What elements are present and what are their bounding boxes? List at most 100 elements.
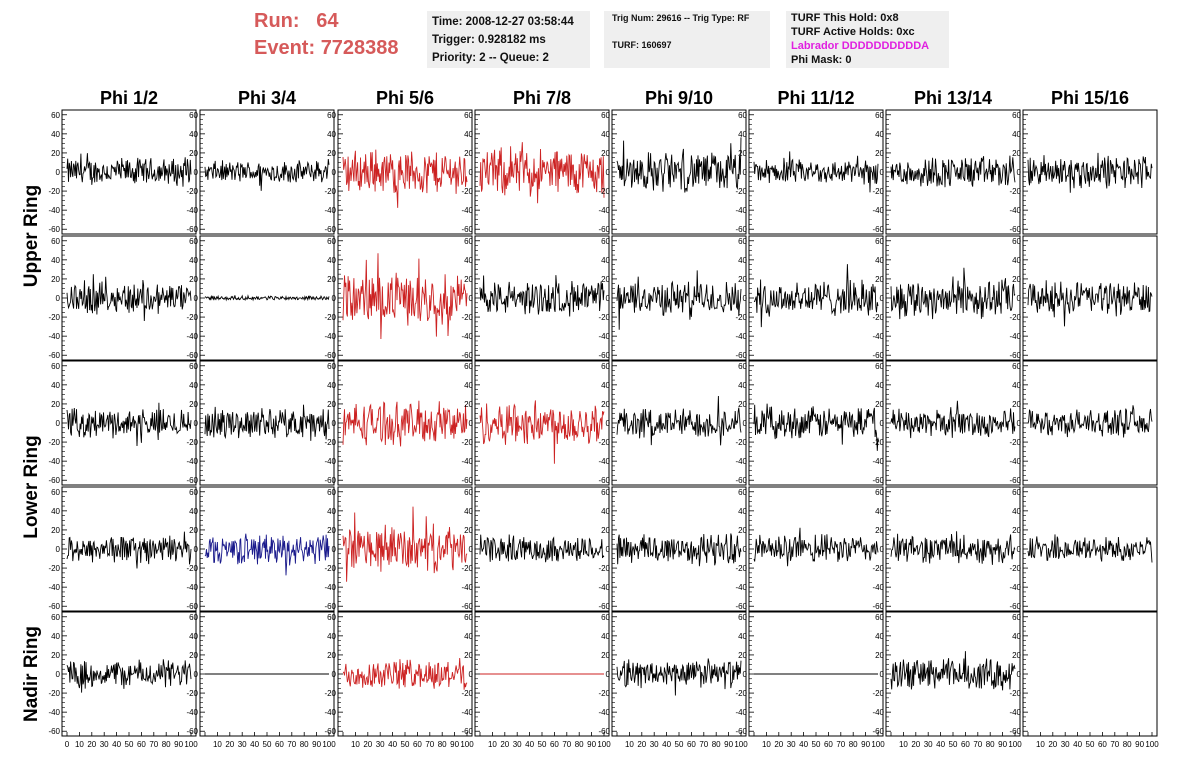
y-tick-label: -60 xyxy=(461,476,473,485)
y-tick-label: -20 xyxy=(1009,438,1021,447)
run-event-info: Run: 64 Event: 7728388 xyxy=(254,8,399,62)
y-tick-label: 60 xyxy=(189,111,198,120)
y-tick-label: 0 xyxy=(1017,545,1022,554)
y-tick-label: -20 xyxy=(324,689,336,698)
y-tick-label: -40 xyxy=(1009,206,1021,215)
turf-line: TURF: 160697 xyxy=(612,40,672,50)
y-tick-label: 60 xyxy=(464,111,473,120)
y-tick-label: 20 xyxy=(189,149,198,158)
waveform-trace xyxy=(616,137,742,193)
y-tick-label: 20 xyxy=(738,275,747,284)
y-tick-label: -60 xyxy=(872,727,884,736)
x-tick-label: 70 xyxy=(287,740,296,749)
x-tick-label: 90 xyxy=(312,740,321,749)
y-tick-label: -40 xyxy=(461,457,473,466)
x-tick-label: 60 xyxy=(137,740,146,749)
y-tick-label: -20 xyxy=(48,313,60,322)
y-tick-label: -20 xyxy=(872,438,884,447)
y-tick-label: -20 xyxy=(324,564,336,573)
y-tick-label: 20 xyxy=(1012,400,1021,409)
trigger-line: Trigger: 0.928182 ms xyxy=(432,34,546,46)
y-tick-label: -20 xyxy=(48,689,60,698)
y-tick-label: -60 xyxy=(324,727,336,736)
y-tick-label: -20 xyxy=(1009,313,1021,322)
y-tick-label: 0 xyxy=(1017,168,1022,177)
x-tick-label: 60 xyxy=(275,740,284,749)
y-tick-label: 60 xyxy=(464,488,473,497)
y-tick-label: 20 xyxy=(738,526,747,535)
waveform-trace xyxy=(890,155,1016,188)
y-tick-label: -40 xyxy=(735,583,747,592)
y-tick-label: -40 xyxy=(324,708,336,717)
y-tick-label: 0 xyxy=(332,670,337,679)
waveform-trace xyxy=(204,158,330,191)
y-tick-label: 0 xyxy=(194,294,199,303)
y-tick-label: 40 xyxy=(51,130,60,139)
y-tick-label: 20 xyxy=(464,275,473,284)
y-tick-label: 20 xyxy=(464,651,473,660)
y-tick-label: -20 xyxy=(598,689,610,698)
waveform-trace xyxy=(616,395,742,446)
y-tick-label: -20 xyxy=(461,564,473,573)
y-tick-label: 20 xyxy=(1012,149,1021,158)
x-tick-label: 20 xyxy=(225,740,234,749)
y-tick-label: -60 xyxy=(735,351,747,360)
y-tick-label: -60 xyxy=(1009,225,1021,234)
y-tick-label: -40 xyxy=(461,708,473,717)
x-tick-label: 90 xyxy=(724,740,733,749)
y-tick-label: 40 xyxy=(875,507,884,516)
y-tick-label: -20 xyxy=(872,564,884,573)
y-tick-label: 60 xyxy=(464,613,473,622)
y-tick-label: 60 xyxy=(738,488,747,497)
y-tick-label: -40 xyxy=(872,457,884,466)
waveform-trace xyxy=(204,404,330,441)
y-tick-label: 20 xyxy=(189,526,198,535)
y-tick-label: 0 xyxy=(743,670,748,679)
y-tick-label: -40 xyxy=(186,457,198,466)
x-tick-label: 100 xyxy=(734,740,748,749)
trig-num-line: Trig Num: 29616 -- Trig Type: RF xyxy=(612,13,750,23)
y-tick-label: -60 xyxy=(735,727,747,736)
x-tick-label: 60 xyxy=(824,740,833,749)
y-tick-label: -20 xyxy=(735,564,747,573)
y-tick-label: -60 xyxy=(461,727,473,736)
y-tick-label: -40 xyxy=(186,332,198,341)
x-tick-label: 20 xyxy=(911,740,920,749)
column-header: Phi 9/10 xyxy=(645,88,713,108)
y-tick-label: -60 xyxy=(48,602,60,611)
column-header: Phi 7/8 xyxy=(513,88,571,108)
x-tick-label: 50 xyxy=(263,740,272,749)
waveform-trace xyxy=(753,264,879,328)
y-tick-label: -40 xyxy=(598,583,610,592)
y-tick-label: -60 xyxy=(598,225,610,234)
y-tick-label: 40 xyxy=(464,381,473,390)
x-tick-label: 80 xyxy=(438,740,447,749)
y-tick-label: 60 xyxy=(875,488,884,497)
y-tick-label: -60 xyxy=(1009,476,1021,485)
y-tick-label: -60 xyxy=(186,225,198,234)
y-tick-label: 20 xyxy=(51,526,60,535)
column-header: Phi 3/4 xyxy=(238,88,296,108)
waveform-trace xyxy=(616,270,742,330)
y-tick-label: -20 xyxy=(872,313,884,322)
column-header: Phi 13/14 xyxy=(914,88,992,108)
column-header: Phi 11/12 xyxy=(777,88,854,108)
waveform-trace xyxy=(753,151,879,193)
y-tick-label: -40 xyxy=(872,708,884,717)
y-tick-label: 0 xyxy=(332,294,337,303)
y-tick-label: 40 xyxy=(327,632,336,641)
waveform-trace xyxy=(753,527,879,567)
y-tick-label: 20 xyxy=(1012,526,1021,535)
turf-info-box: TURF This Hold: 0x8 TURF Active Holds: 0… xyxy=(786,11,949,68)
waveform-trace xyxy=(66,274,192,322)
y-tick-label: 40 xyxy=(1012,130,1021,139)
y-tick-label: -20 xyxy=(186,689,198,698)
y-tick-label: 40 xyxy=(327,130,336,139)
y-tick-label: 0 xyxy=(880,670,885,679)
x-tick-label: 60 xyxy=(413,740,422,749)
y-tick-label: -20 xyxy=(735,438,747,447)
y-tick-label: 0 xyxy=(606,419,611,428)
y-tick-label: 60 xyxy=(1012,362,1021,371)
y-tick-label: -20 xyxy=(872,689,884,698)
